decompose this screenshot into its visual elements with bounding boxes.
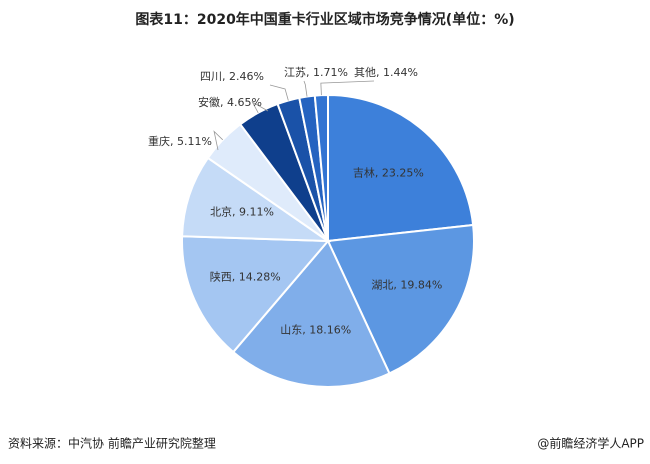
data-label: 重庆, 5.11%: [148, 134, 212, 148]
credit: @前瞻经济学人APP: [537, 436, 644, 451]
leader-line: [251, 101, 269, 113]
pie-slice: [326, 223, 475, 375]
leader-line: [269, 84, 289, 101]
chart-title: 图表11：2020年中国重卡行业区域市场竞争情况(单位：%): [135, 11, 514, 28]
data-label: 湖北, 19.84%: [371, 278, 442, 291]
pie-slice: [181, 235, 331, 354]
pie-slice: [313, 93, 329, 242]
data-label: 山东, 18.16%: [280, 324, 351, 337]
data-label: 陕西, 14.28%: [210, 270, 281, 284]
leader-line: [320, 80, 375, 96]
data-label: 安徽, 4.65%: [198, 95, 262, 109]
data-label: 北京, 9.11%: [210, 205, 274, 219]
pie-slice: [327, 93, 475, 243]
data-label: 江苏, 1.71%: [284, 66, 348, 79]
leader-line: [303, 80, 308, 97]
source-note: 资料来源：中汽协 前瞻产业研究院整理: [8, 436, 216, 451]
pie-slice: [231, 239, 391, 388]
pie-slice: [181, 156, 332, 243]
data-label: 其他, 1.44%: [354, 66, 418, 79]
data-label: 四川, 2.46%: [200, 70, 264, 83]
data-label: 吉林, 23.25%: [353, 166, 424, 180]
leader-line: [213, 130, 224, 151]
